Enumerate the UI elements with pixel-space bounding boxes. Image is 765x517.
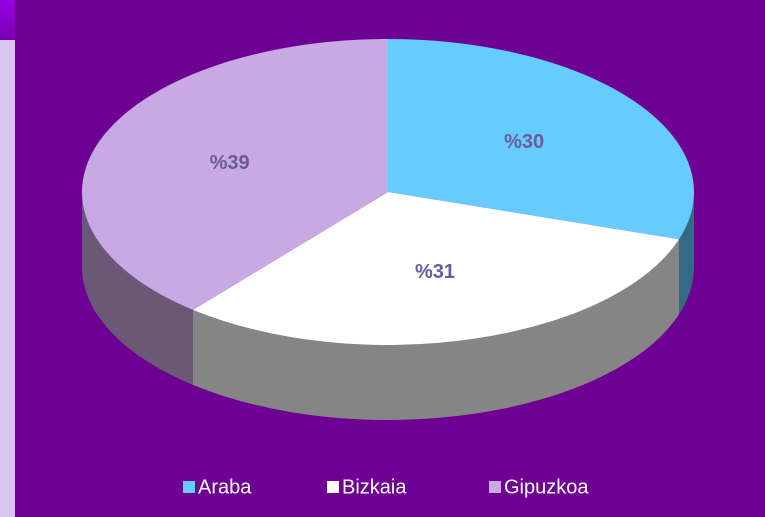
legend-swatch xyxy=(327,481,339,493)
legend-label: Araba xyxy=(198,476,252,498)
data-label: %30 xyxy=(504,131,544,153)
slice-side xyxy=(82,192,193,385)
slice-side xyxy=(679,192,694,315)
slice xyxy=(192,192,680,345)
slice xyxy=(81,39,389,310)
legend-swatch xyxy=(183,481,195,493)
data-label: %39 xyxy=(210,152,250,174)
legend: Araba Bizkaia Gipuzkoa xyxy=(183,476,589,498)
data-label: %31 xyxy=(415,261,455,283)
pie: %30 %31 %39 xyxy=(81,39,694,420)
legend-label: Bizkaia xyxy=(342,476,407,498)
slice-side xyxy=(192,239,680,420)
slice xyxy=(388,39,694,240)
legend-swatch xyxy=(489,481,501,493)
legend-label: Gipuzkoa xyxy=(504,476,589,498)
